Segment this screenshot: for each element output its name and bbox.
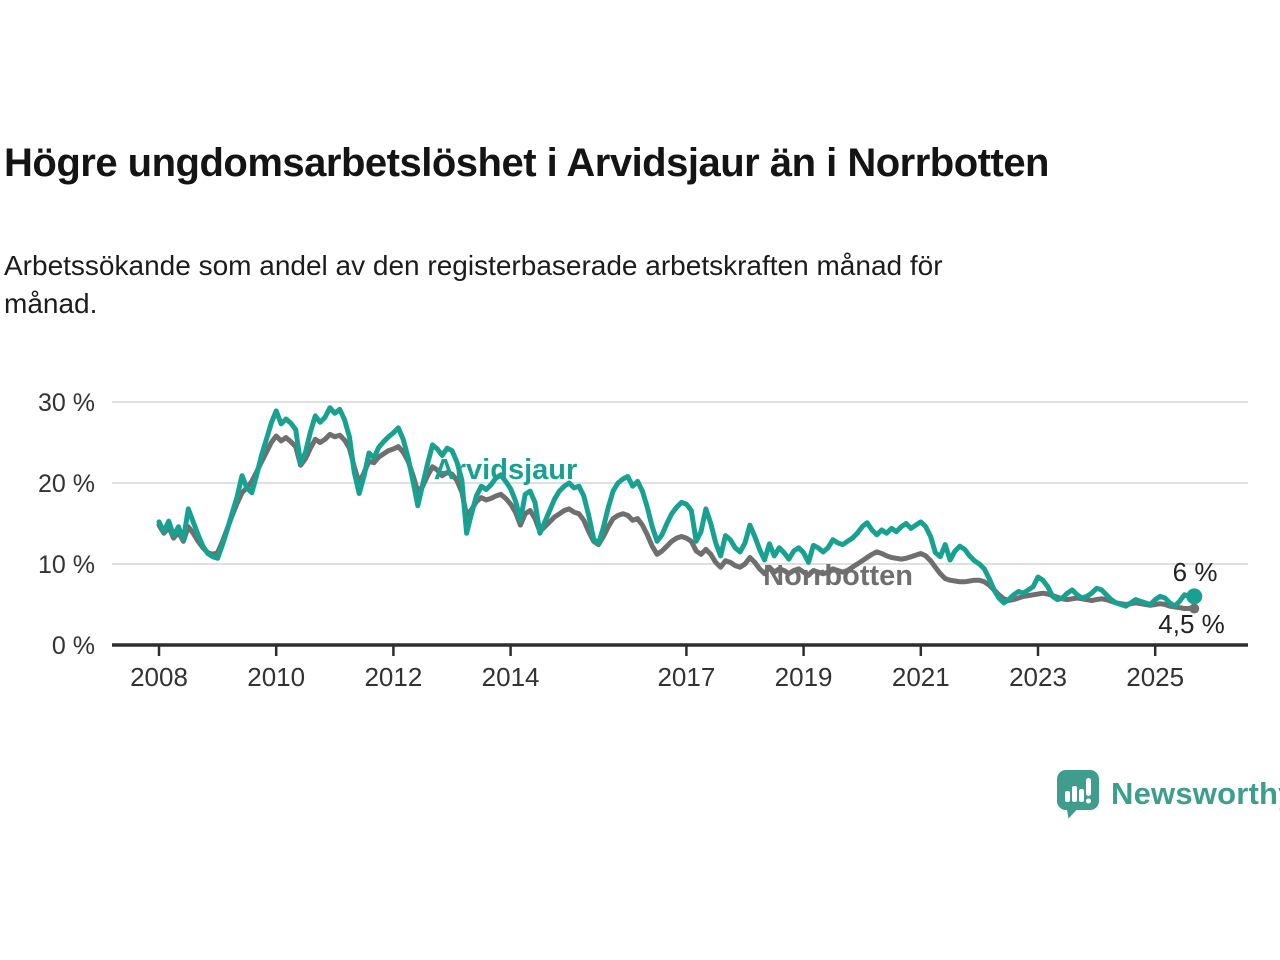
y-tick-label: 20 % (38, 470, 95, 498)
x-tick-label: 2014 (482, 662, 540, 692)
series-end-dot-arvidsjaur (1186, 588, 1203, 605)
x-tick-label: 2025 (1126, 662, 1184, 692)
y-tick-label: 0 % (52, 632, 95, 660)
speech-bubble-shape (1057, 770, 1099, 819)
x-tick-label: 2012 (364, 662, 422, 692)
bar-2 (1072, 786, 1077, 802)
exclamation-stem (1086, 778, 1091, 796)
bar-chart-speech-bubble-icon (1057, 770, 1099, 819)
annotation-value-0: 6 % (1173, 557, 1218, 587)
annotation-value-1: 4,5 % (1158, 609, 1225, 639)
x-tick-label: 2021 (892, 662, 950, 692)
exclamation-dot (1086, 798, 1091, 804)
x-tick-label: 2017 (657, 662, 715, 692)
x-tick-label: 2019 (775, 662, 833, 692)
y-tick-label: 10 % (38, 551, 95, 579)
x-tick-label: 2023 (1009, 662, 1067, 692)
series-label-norrbotten: Norrbotten (763, 560, 913, 592)
series-label-arvidsjaur: Arvidsjaur (434, 454, 577, 486)
chart-title: Högre ungdomsarbetslöshet i Arvidsjaur ä… (4, 141, 1050, 185)
y-tick-label: 30 % (38, 389, 95, 417)
series-line-arvidsjaur (156, 405, 1197, 609)
series-line-norrbotten (156, 431, 1197, 611)
subtitle-line-2: månad. (4, 288, 98, 320)
subtitle-line-1: Arbetssökande som andel av den registerb… (4, 250, 943, 281)
newsworthy-logo: Newsworthy (1056, 768, 1280, 820)
chart-subtitle: Arbetssökande som andel av den registerb… (4, 247, 1194, 323)
bar-3 (1079, 789, 1084, 802)
brand-name: Newsworthy (1111, 776, 1280, 811)
x-tick-label: 2008 (130, 662, 188, 692)
series-end-dot-norrbotten (1189, 603, 1200, 614)
x-tick-label: 2010 (247, 662, 305, 692)
bar-1 (1065, 791, 1070, 802)
